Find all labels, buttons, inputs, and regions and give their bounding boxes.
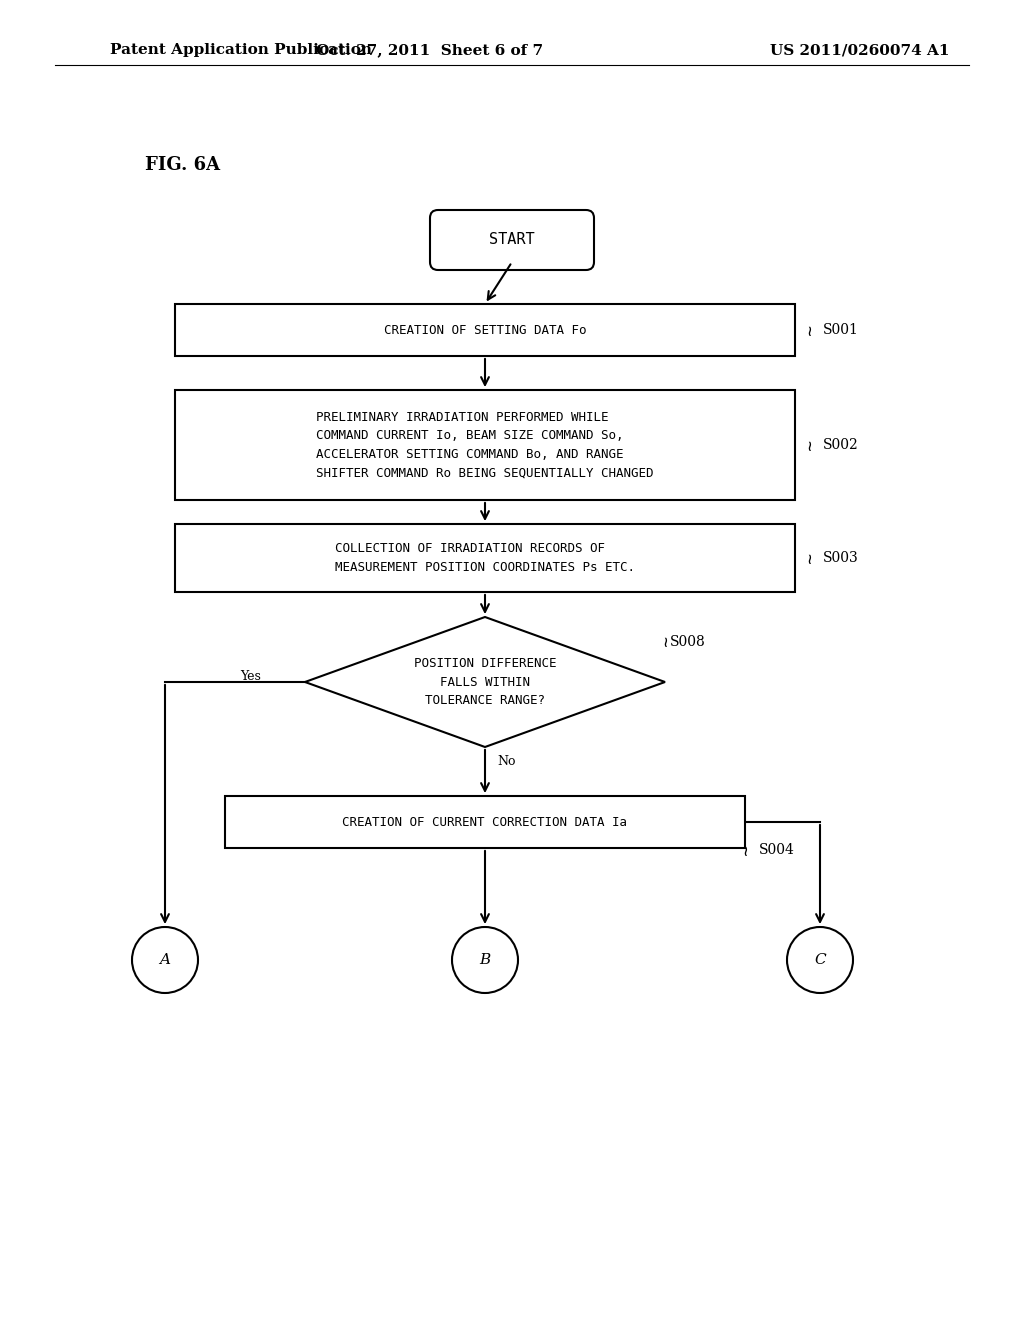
Text: CREATION OF CURRENT CORRECTION DATA Ia: CREATION OF CURRENT CORRECTION DATA Ia [342, 816, 628, 829]
Circle shape [132, 927, 198, 993]
FancyBboxPatch shape [430, 210, 594, 271]
Text: ~: ~ [799, 325, 817, 335]
Text: FIG. 6A: FIG. 6A [145, 156, 220, 174]
Text: C: C [814, 953, 825, 968]
Text: CREATION OF SETTING DATA Fo: CREATION OF SETTING DATA Fo [384, 323, 587, 337]
Text: Patent Application Publication: Patent Application Publication [110, 44, 372, 57]
Text: A: A [160, 953, 171, 968]
Text: S001: S001 [823, 323, 859, 337]
Text: ~: ~ [799, 553, 817, 564]
Text: COLLECTION OF IRRADIATION RECORDS OF
MEASUREMENT POSITION COORDINATES Ps ETC.: COLLECTION OF IRRADIATION RECORDS OF MEA… [335, 543, 635, 574]
Text: ~: ~ [655, 636, 673, 647]
Text: US 2011/0260074 A1: US 2011/0260074 A1 [770, 44, 949, 57]
Text: Yes: Yes [240, 671, 261, 684]
Text: S003: S003 [823, 550, 859, 565]
Polygon shape [305, 616, 665, 747]
Bar [175, 304, 795, 356]
Bar [175, 389, 795, 500]
Circle shape [787, 927, 853, 993]
Text: Oct. 27, 2011  Sheet 6 of 7: Oct. 27, 2011 Sheet 6 of 7 [316, 44, 544, 57]
Text: POSITION DIFFERENCE
FALLS WITHIN
TOLERANCE RANGE?: POSITION DIFFERENCE FALLS WITHIN TOLERAN… [414, 657, 556, 708]
Text: S004: S004 [759, 843, 795, 857]
Text: B: B [479, 953, 490, 968]
Text: S002: S002 [823, 438, 859, 451]
Text: PRELIMINARY IRRADIATION PERFORMED WHILE
COMMAND CURRENT Io, BEAM SIZE COMMAND So: PRELIMINARY IRRADIATION PERFORMED WHILE … [316, 411, 653, 479]
Text: S008: S008 [670, 635, 706, 648]
Bar [175, 524, 795, 591]
Text: ~: ~ [799, 440, 817, 450]
Text: START: START [489, 232, 535, 248]
Circle shape [452, 927, 518, 993]
Text: ~: ~ [735, 845, 753, 855]
Text: No: No [497, 755, 515, 768]
Bar [225, 796, 745, 847]
